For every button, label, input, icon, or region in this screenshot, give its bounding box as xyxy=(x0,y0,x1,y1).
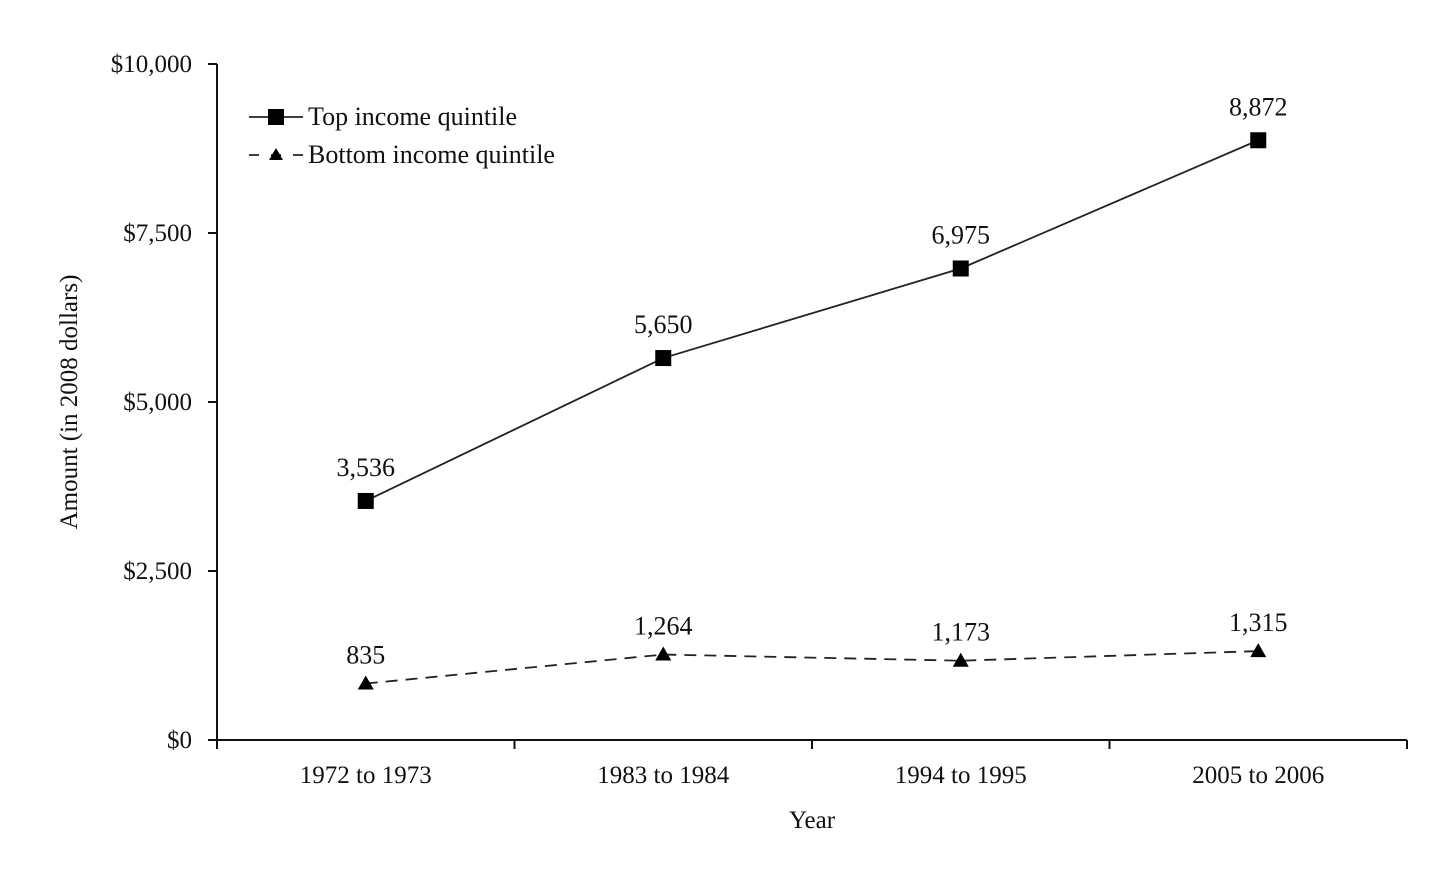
x-tick-label: 2005 to 2006 xyxy=(1192,762,1324,789)
y-tick-label: $2,500 xyxy=(123,558,192,585)
data-label: 1,264 xyxy=(634,612,693,641)
data-point-square xyxy=(952,260,969,277)
x-tick-label: 1994 to 1995 xyxy=(895,762,1027,789)
series-bottom-income: 835 1,264 1,173 1,315 xyxy=(346,608,1288,690)
data-point-triangle xyxy=(655,646,672,661)
data-label: 1,173 xyxy=(932,618,991,647)
legend: Top income quintile Bottom income quintil… xyxy=(249,102,555,169)
axes-group: $0 $2,500 $5,000 $7,500 $10,000 1972 to 1973 1… xyxy=(111,51,1408,789)
series-top-income: 3,536 5,650 6,975 8,872 xyxy=(337,92,1288,509)
data-point-triangle xyxy=(357,675,374,690)
legend-label: Top income quintile xyxy=(308,102,517,131)
x-axis-title: Year xyxy=(789,807,836,834)
x-tick-label: 1972 to 1973 xyxy=(300,762,432,789)
y-tick-label: $10,000 xyxy=(111,51,192,78)
series-group: 3,536 5,650 6,975 8,872 835 1,264 1,173 1,315 xyxy=(337,92,1288,690)
data-point-triangle xyxy=(1250,643,1267,658)
data-label: 3,536 xyxy=(337,453,396,482)
data-label: 5,650 xyxy=(634,310,693,339)
data-label: 6,975 xyxy=(932,220,991,249)
legend-item-top: Top income quintile xyxy=(249,102,517,131)
y-tick-label: $7,500 xyxy=(123,220,192,247)
y-tick-label: $0 xyxy=(167,727,192,754)
x-tick-label: 1983 to 1984 xyxy=(597,762,729,789)
data-label: 8,872 xyxy=(1229,92,1288,121)
data-label: 1,315 xyxy=(1229,608,1288,637)
legend-label: Bottom income quintile xyxy=(308,140,555,169)
y-axis-title: Amount (in 2008 dollars) xyxy=(56,275,83,530)
series-line xyxy=(365,650,1259,685)
legend-item-bottom: Bottom income quintile xyxy=(249,140,555,169)
series-line xyxy=(365,139,1259,502)
data-point-square xyxy=(357,492,374,509)
legend-marker-square xyxy=(268,109,284,125)
data-point-square xyxy=(655,350,672,367)
data-point-triangle xyxy=(952,652,969,667)
legend-marker-triangle xyxy=(269,148,283,160)
data-point-square xyxy=(1250,132,1267,149)
y-tick-label: $5,000 xyxy=(123,389,192,416)
data-label: 835 xyxy=(346,641,385,670)
